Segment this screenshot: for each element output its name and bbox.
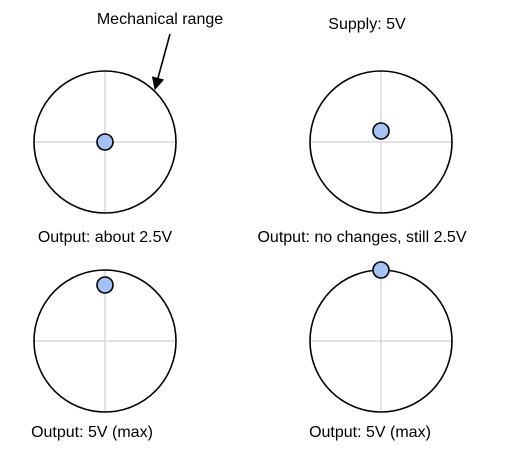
panel: Output: about 2.5V (33, 70, 177, 246)
panel: Output: 5V (max) (31, 269, 177, 441)
panel: Output: no changes, still 2.5V (257, 70, 467, 246)
panel: Output: 5V (max) (309, 261, 453, 441)
supply-label: Supply: 5V (328, 16, 406, 33)
knob (372, 261, 390, 279)
caption: Output: 5V (max) (31, 424, 153, 441)
range-circle (33, 269, 177, 413)
arrow (151, 33, 171, 91)
caption: Output: about 2.5V (38, 229, 173, 246)
caption: Output: 5V (max) (309, 424, 431, 441)
annotation: Mechanical range (97, 11, 223, 28)
knob (372, 122, 390, 140)
knob (96, 276, 114, 294)
knob (96, 133, 114, 151)
caption: Output: no changes, still 2.5V (257, 229, 466, 246)
range-circle (33, 70, 177, 214)
range-circle (309, 70, 453, 214)
